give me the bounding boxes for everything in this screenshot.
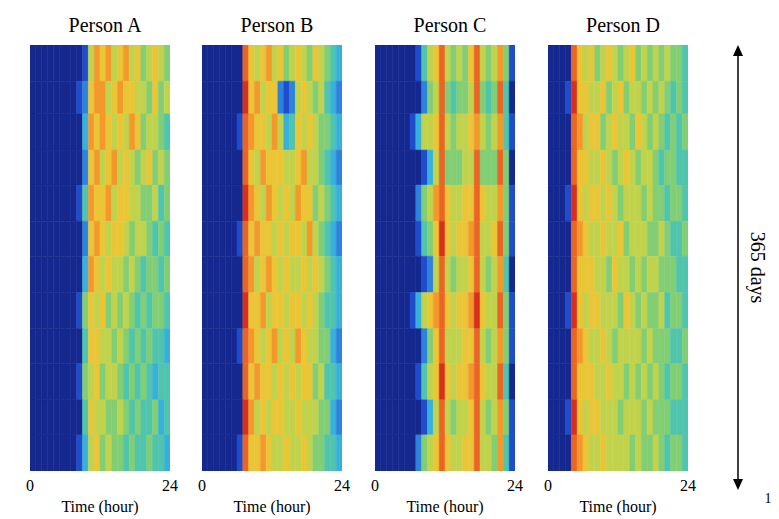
svg-text:Time (hour): Time (hour) xyxy=(61,498,138,516)
svg-text:24: 24 xyxy=(507,477,523,494)
svg-text:Time (hour): Time (hour) xyxy=(579,498,656,516)
svg-text:0: 0 xyxy=(371,477,379,494)
svg-text:0: 0 xyxy=(544,477,552,494)
svg-text:1: 1 xyxy=(765,491,772,506)
svg-text:24: 24 xyxy=(162,477,178,494)
svg-text:Time (hour): Time (hour) xyxy=(406,498,483,516)
svg-text:0: 0 xyxy=(198,477,206,494)
svg-text:Person B: Person B xyxy=(241,14,314,36)
svg-text:Person D: Person D xyxy=(586,14,660,36)
svg-text:Person A: Person A xyxy=(69,14,142,36)
svg-text:Person C: Person C xyxy=(414,14,487,36)
svg-text:365 days: 365 days xyxy=(746,232,769,304)
svg-text:24: 24 xyxy=(334,477,350,494)
svg-text:24: 24 xyxy=(680,477,696,494)
svg-text:Time (hour): Time (hour) xyxy=(233,498,310,516)
svg-text:0: 0 xyxy=(26,477,34,494)
